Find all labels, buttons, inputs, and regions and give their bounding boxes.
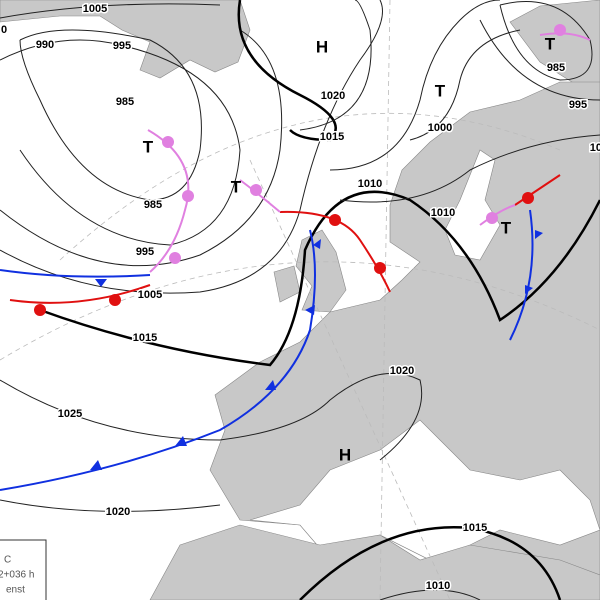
- legend-text: enst: [6, 585, 25, 596]
- isobar-label: 1010: [358, 178, 382, 190]
- legend-text: 2+036 h: [0, 570, 34, 581]
- isobar-label: 1020: [321, 90, 345, 102]
- isobar-label: 995: [136, 246, 154, 258]
- low-center: T: [143, 137, 154, 156]
- low-center: T: [435, 81, 446, 100]
- isobar-label: 1005: [83, 3, 107, 15]
- isobar-label: 1005: [138, 289, 162, 301]
- isobar-label: 1000: [590, 142, 600, 154]
- isobar-label: 985: [116, 96, 134, 108]
- cold-front: [0, 229, 316, 491]
- front-symbols: [162, 24, 566, 264]
- isobar-label: 1010: [431, 207, 455, 219]
- front-symbols: [34, 192, 534, 316]
- isobar-label: 1015: [133, 332, 157, 344]
- pressure-centers: T T H T T T H: [143, 34, 556, 464]
- isobar-label: 995: [113, 40, 131, 52]
- cold-front: [509, 209, 534, 341]
- isobar-label: 990: [36, 39, 54, 51]
- isobar-label: 1015: [320, 131, 344, 143]
- low-center: T: [231, 177, 242, 196]
- ireland: [273, 265, 301, 303]
- legend-text: C: [4, 555, 11, 566]
- isobar-label: 1000: [428, 122, 452, 134]
- africa: [149, 524, 600, 600]
- legend-box: [0, 539, 47, 600]
- occluded-front: [539, 32, 591, 41]
- isobar-label: 985: [547, 62, 565, 74]
- isobar-label: 1015: [463, 522, 487, 534]
- isobar-label: 995: [569, 99, 587, 111]
- cold-front: [0, 269, 151, 278]
- baltic: [444, 149, 501, 261]
- fronts: [0, 24, 591, 491]
- isobar-label: 1020: [106, 506, 130, 518]
- isobar-label: 0: [1, 24, 7, 36]
- legend: C 2+036 h enst: [0, 539, 47, 600]
- occluded-front: [147, 129, 190, 273]
- front-symbols: [90, 230, 543, 470]
- isobar-label: 1020: [390, 365, 414, 377]
- isobar-label: 1025: [58, 408, 82, 420]
- isobar-label: 985: [144, 199, 162, 211]
- isobar-label: 1010: [426, 580, 450, 592]
- occluded-front: [239, 179, 281, 213]
- occluded-front: [479, 204, 516, 226]
- warm-front: [9, 284, 151, 304]
- low-center: T: [501, 218, 512, 237]
- high-center: H: [339, 445, 351, 464]
- high-center: H: [316, 37, 328, 56]
- great-britain: [295, 229, 347, 313]
- warm-front: [279, 210, 391, 293]
- low-center: T: [545, 34, 556, 53]
